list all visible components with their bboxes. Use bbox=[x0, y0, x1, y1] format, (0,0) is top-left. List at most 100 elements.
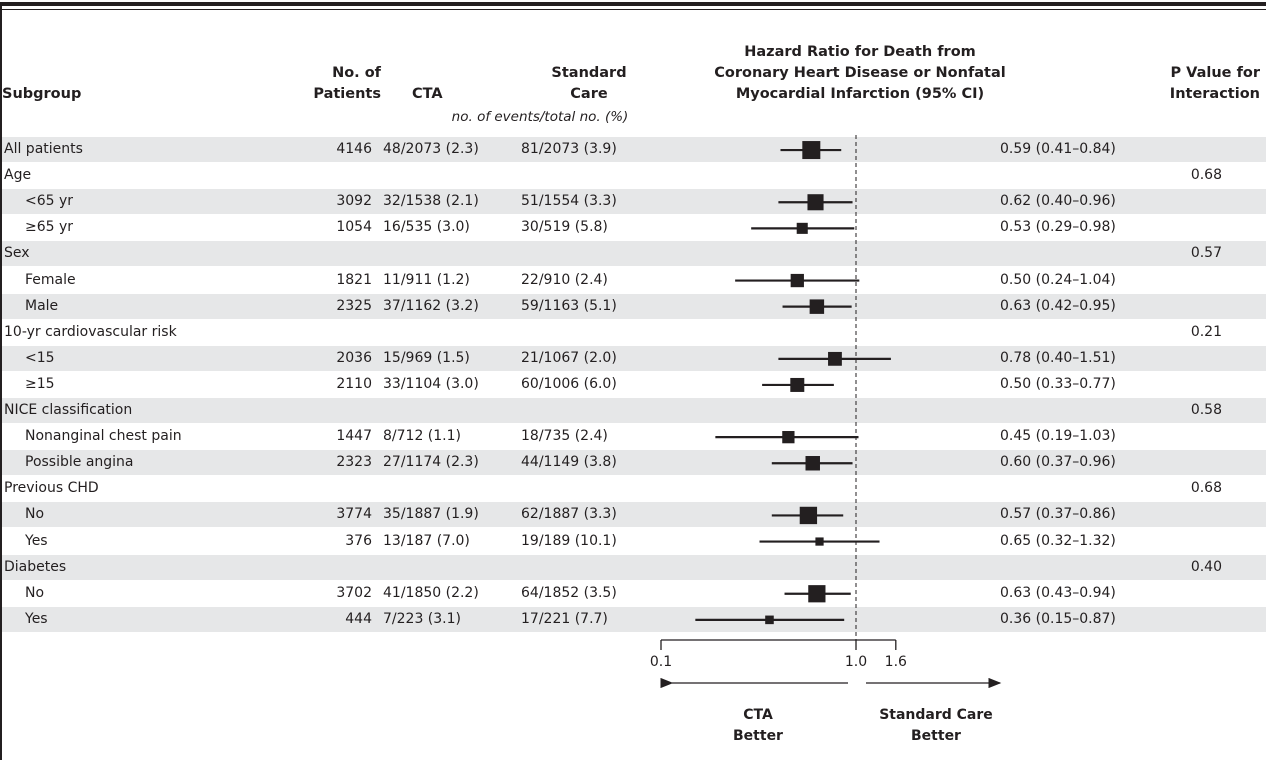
subgroup-label: No bbox=[25, 584, 45, 601]
cta-events: 11/911 (1.2) bbox=[383, 271, 470, 288]
header-patients-line1: No. of bbox=[332, 65, 381, 81]
header-p-line1: P Value for bbox=[1170, 65, 1261, 81]
p-value: 0.57 bbox=[1190, 245, 1222, 262]
header-standard-care: Standard Care bbox=[534, 63, 644, 105]
top-rule bbox=[0, 2, 1266, 6]
cta-events: 16/535 (3.0) bbox=[383, 219, 470, 236]
table-row: Yes 376 13/187 (7.0) 19/189 (10.1) 0.65 (0.3… bbox=[2, 529, 1266, 554]
table-row: Yes 444 7/223 (3.1) 17/221 (7.7) 0.36 (0.15–… bbox=[2, 606, 1266, 632]
patient-count: 3702 bbox=[336, 584, 372, 601]
table-row: Nonanginal chest pain 1447 8/712 (1.1) 18/7… bbox=[2, 424, 1266, 449]
point-estimate bbox=[790, 273, 804, 288]
top-rule-thin bbox=[0, 9, 1266, 10]
patient-count: 4146 bbox=[336, 141, 372, 157]
header-std-line1: Standard bbox=[551, 65, 627, 81]
standard-care-events: 21/1067 (2.0) bbox=[521, 349, 617, 366]
hazard-ratio-text: 0.36 (0.15–0.87) bbox=[1000, 610, 1116, 627]
subgroup-label: 10-yr cardiovascular risk bbox=[4, 323, 177, 340]
table-row: <15 2036 15/969 (1.5) 21/1067 (2.0) 0.78 (0.… bbox=[2, 345, 1266, 371]
cta-events: 27/1174 (2.3) bbox=[383, 454, 479, 471]
subgroup-label: Possible angina bbox=[25, 454, 134, 471]
subgroup-label: Previous CHD bbox=[4, 480, 99, 497]
standard-care-events: 81/2073 (3.9) bbox=[521, 141, 617, 157]
point-estimate bbox=[808, 585, 826, 603]
header-subgroup: Subgroup bbox=[2, 86, 82, 102]
cta-events: 41/1850 (2.2) bbox=[383, 584, 479, 601]
subgroup-label: Yes bbox=[25, 532, 48, 549]
standard-care-events: 17/221 (7.7) bbox=[521, 610, 608, 627]
cta-events: 48/2073 (2.3) bbox=[383, 141, 479, 157]
table-row: ≥65 yr 1054 16/535 (3.0) 30/519 (5.8) 0.53 (… bbox=[2, 215, 1266, 240]
cta-events: 37/1162 (3.2) bbox=[383, 297, 479, 314]
point-estimate bbox=[796, 222, 808, 234]
point-estimate bbox=[802, 141, 821, 160]
subgroup-label: Male bbox=[25, 297, 59, 314]
hazard-ratio-text: 0.45 (0.19–1.03) bbox=[1000, 428, 1116, 445]
standard-care-events: 44/1149 (3.8) bbox=[521, 454, 617, 471]
p-value: 0.68 bbox=[1190, 167, 1222, 184]
table-row: Possible angina 2323 27/1174 (2.3) 44/1149 … bbox=[2, 450, 1266, 476]
standard-care-events: 51/1554 (3.3) bbox=[521, 193, 617, 210]
subgroup-label: ≥65 yr bbox=[25, 219, 74, 236]
table-row: All patients 4146 48/2073 (2.3) 81/2073 (3.… bbox=[2, 137, 1266, 162]
table-row: Male 2325 37/1162 (3.2) 59/1163 (5.1) 0.63 (… bbox=[2, 293, 1266, 319]
p-value: 0.58 bbox=[1190, 402, 1222, 418]
point-estimate bbox=[799, 506, 818, 525]
table-row: 10-yr cardiovascular risk 0.21 bbox=[2, 320, 1266, 345]
hazard-ratio-text: 0.50 (0.33–0.77) bbox=[1000, 375, 1116, 392]
patient-count: 1054 bbox=[336, 219, 372, 236]
left-border bbox=[0, 6, 2, 760]
table-row: Diabetes 0.40 bbox=[2, 554, 1266, 580]
x-tick-label: 1.0 bbox=[845, 654, 867, 670]
patient-count: 3092 bbox=[336, 193, 372, 210]
subgroup-label: Female bbox=[25, 271, 76, 288]
subgroup-label: Diabetes bbox=[4, 558, 67, 575]
cta-events: 13/187 (7.0) bbox=[383, 532, 470, 549]
patient-count: 2325 bbox=[336, 297, 372, 314]
standard-care-better-label: Standard Care bbox=[879, 707, 993, 723]
standard-care-better-label: Better bbox=[911, 728, 961, 744]
hazard-ratio-text: 0.60 (0.37–0.96) bbox=[1000, 454, 1116, 471]
hazard-ratio-text: 0.50 (0.24–1.04) bbox=[1000, 271, 1116, 288]
hazard-ratio-text: 0.53 (0.29–0.98) bbox=[1000, 219, 1116, 236]
header-p-line2: Interaction bbox=[1169, 86, 1260, 102]
subgroup-label: <15 bbox=[25, 349, 55, 366]
patient-count: 1821 bbox=[336, 271, 372, 288]
standard-care-events: 18/735 (2.4) bbox=[521, 428, 608, 445]
point-estimate bbox=[805, 456, 820, 471]
table-row: Female 1821 11/911 (1.2) 22/910 (2.4) 0.50 (… bbox=[2, 268, 1266, 293]
cta-events: 32/1538 (2.1) bbox=[383, 193, 479, 210]
cta-events: 35/1887 (1.9) bbox=[383, 506, 479, 523]
table-row: Previous CHD 0.68 bbox=[2, 476, 1266, 501]
standard-care-events: 64/1852 (3.5) bbox=[521, 584, 617, 601]
x-tick-label: 0.1 bbox=[650, 654, 672, 670]
patient-count: 1447 bbox=[336, 428, 372, 445]
point-estimate bbox=[782, 431, 795, 444]
patient-count: 2323 bbox=[336, 454, 372, 471]
patient-count: 444 bbox=[345, 610, 372, 627]
table-row: ≥15 2110 33/1104 (3.0) 60/1006 (6.0) 0.50 (0… bbox=[2, 372, 1266, 397]
subgroup-label: No bbox=[25, 506, 45, 523]
p-value: 0.21 bbox=[1190, 323, 1222, 340]
table-row: <65 yr 3092 32/1538 (2.1) 51/1554 (3.3) 0.62… bbox=[2, 189, 1266, 215]
events-note: no. of events/total no. (%) bbox=[451, 109, 629, 125]
header-hr-line3: Myocardial Infarction (95% CI) bbox=[735, 86, 985, 102]
table-row: NICE classification 0.58 bbox=[2, 398, 1266, 423]
standard-care-events: 59/1163 (5.1) bbox=[521, 297, 617, 314]
p-value: 0.40 bbox=[1190, 558, 1222, 575]
header-p-value: P Value for Interaction bbox=[1140, 63, 1260, 105]
hazard-ratio-text: 0.63 (0.42–0.95) bbox=[1000, 297, 1116, 314]
header-patients: No. of Patients bbox=[290, 63, 381, 105]
subgroup-label: All patients bbox=[4, 141, 83, 157]
table-row: Age 0.68 bbox=[2, 163, 1266, 188]
hazard-ratio-text: 0.59 (0.41–0.84) bbox=[1000, 141, 1116, 157]
subgroup-label: Nonanginal chest pain bbox=[25, 428, 182, 445]
hazard-ratio-text: 0.62 (0.40–0.96) bbox=[1000, 193, 1116, 210]
subgroup-label: Yes bbox=[25, 610, 48, 627]
subgroup-label: Age bbox=[4, 167, 32, 184]
cta-better-label: CTA bbox=[743, 707, 773, 723]
patient-count: 2036 bbox=[336, 349, 372, 366]
cta-events: 15/969 (1.5) bbox=[383, 349, 470, 366]
patient-count: 3774 bbox=[336, 506, 372, 523]
